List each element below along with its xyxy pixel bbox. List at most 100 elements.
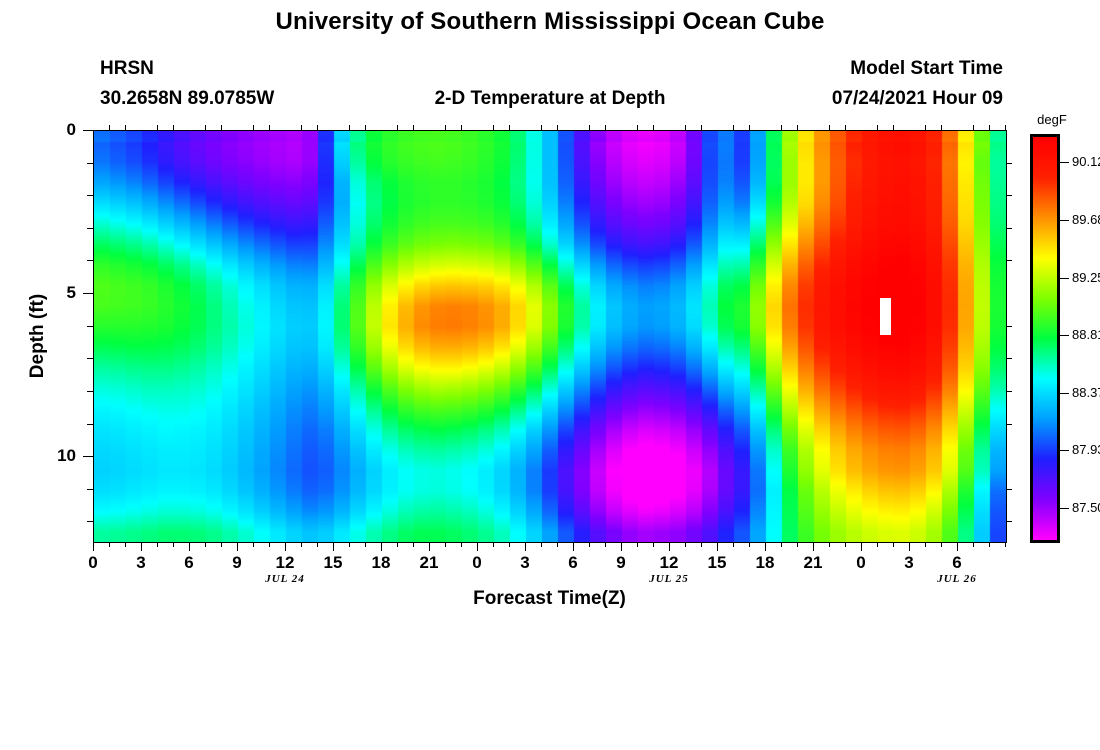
- x-minor-tick: [733, 542, 734, 547]
- colorbar-tick-mark: [1060, 219, 1069, 221]
- x-tick-mark: [237, 542, 238, 551]
- x-minor-tick: [557, 125, 558, 130]
- x-minor-tick: [877, 542, 878, 547]
- y-minor-tick: [1006, 358, 1012, 360]
- x-tick-label: 18: [371, 553, 391, 572]
- x-minor-tick: [509, 125, 510, 130]
- x-minor-tick: [653, 125, 654, 130]
- y-minor-tick: [87, 260, 93, 262]
- x-minor-tick: [733, 125, 734, 130]
- x-tick-label: 12: [275, 553, 295, 572]
- y-tick-label: 5: [66, 283, 76, 303]
- x-minor-tick: [701, 542, 702, 547]
- colorbar-tick-label: 88.375: [1072, 384, 1100, 400]
- x-minor-tick: [797, 125, 798, 130]
- x-minor-tick: [877, 125, 878, 130]
- x-minor-tick: [221, 542, 222, 547]
- model-start-time-label: Model Start Time: [850, 58, 1003, 79]
- x-minor-tick: [605, 542, 606, 547]
- x-minor-tick: [701, 125, 702, 130]
- y-minor-tick: [1006, 260, 1012, 262]
- x-minor-tick: [989, 125, 990, 130]
- page-title: University of Southern Mississippi Ocean…: [275, 8, 825, 35]
- x-tick-mark: [909, 542, 910, 551]
- colorbar-tick-mark: [1060, 162, 1069, 164]
- x-minor-tick: [157, 542, 158, 547]
- x-minor-tick: [157, 125, 158, 130]
- x-tick-mark: [525, 542, 526, 551]
- x-tick-label: 9: [232, 553, 242, 572]
- x-minor-tick: [973, 542, 974, 547]
- x-tick-mark: [189, 542, 190, 551]
- x-minor-tick: [301, 125, 302, 130]
- x-minor-tick: [349, 125, 350, 130]
- x-tick-label: 6: [184, 553, 194, 572]
- y-minor-tick: [87, 390, 93, 392]
- x-minor-tick: [541, 542, 542, 547]
- x-minor-tick: [749, 542, 750, 547]
- x-minor-tick: [925, 542, 926, 547]
- colorbar-tick-label: 89.250: [1072, 269, 1100, 285]
- y-minor-tick: [1006, 521, 1012, 523]
- colorbar-tick-label: 88.812: [1072, 327, 1100, 343]
- x-minor-tick: [365, 542, 366, 547]
- x-minor-tick: [125, 125, 126, 130]
- x-minor-tick: [589, 125, 590, 130]
- x-minor-tick: [589, 542, 590, 547]
- x-minor-tick: [925, 125, 926, 130]
- y-minor-tick: [87, 358, 93, 360]
- x-minor-tick: [637, 125, 638, 130]
- x-tick-mark: [93, 542, 94, 551]
- y-minor-tick: [87, 162, 93, 164]
- x-minor-tick: [253, 542, 254, 547]
- y-minor-tick: [1006, 195, 1012, 197]
- x-tick-mark: [669, 542, 670, 551]
- x-minor-tick: [125, 542, 126, 547]
- x-tick-label: 15: [707, 553, 727, 572]
- x-tick-label: 6: [952, 553, 962, 572]
- station-name-label: HRSN: [100, 58, 154, 79]
- x-tick-label: 12: [659, 553, 679, 572]
- x-minor-tick: [557, 542, 558, 547]
- x-tick-mark: [477, 542, 478, 551]
- y-minor-tick: [87, 423, 93, 425]
- y-tick-mark: [83, 130, 93, 131]
- y-minor-tick: [1006, 162, 1012, 164]
- x-minor-tick: [397, 125, 398, 130]
- x-minor-tick: [749, 125, 750, 130]
- colorbar-tick-label: 90.125: [1072, 154, 1100, 170]
- x-minor-tick: [221, 125, 222, 130]
- x-minor-tick: [205, 125, 206, 130]
- colorbar-tick-label: 87.500: [1072, 500, 1100, 516]
- x-tick-label: 3: [136, 553, 146, 572]
- y-minor-tick: [87, 325, 93, 327]
- x-minor-tick: [893, 125, 894, 130]
- x-tick-mark: [573, 542, 574, 551]
- x-tick-mark: [861, 542, 862, 551]
- x-minor-tick: [493, 542, 494, 547]
- x-tick-label: 15: [323, 553, 343, 572]
- x-tick-mark: [285, 542, 286, 551]
- colorbar-tick-mark: [1060, 277, 1069, 279]
- x-axis-day-label: JUL 26: [937, 573, 977, 585]
- heatmap-plot-area: [93, 130, 1007, 543]
- x-minor-tick: [845, 542, 846, 547]
- x-tick-label: 0: [856, 553, 866, 572]
- x-minor-tick: [685, 125, 686, 130]
- x-tick-mark: [957, 542, 958, 551]
- y-minor-tick: [1006, 227, 1012, 229]
- y-minor-tick: [1006, 325, 1012, 327]
- x-minor-tick: [317, 542, 318, 547]
- y-minor-tick: [87, 227, 93, 229]
- x-minor-tick: [493, 125, 494, 130]
- x-tick-mark: [765, 542, 766, 551]
- x-minor-tick: [301, 542, 302, 547]
- y-minor-tick: [1006, 423, 1012, 425]
- colorbar-tick-mark: [1060, 450, 1069, 452]
- x-minor-tick: [413, 542, 414, 547]
- x-tick-mark: [381, 542, 382, 551]
- x-minor-tick: [365, 125, 366, 130]
- y-tick-label: 10: [57, 446, 76, 466]
- x-tick-mark: [141, 542, 142, 551]
- x-tick-label: 0: [472, 553, 482, 572]
